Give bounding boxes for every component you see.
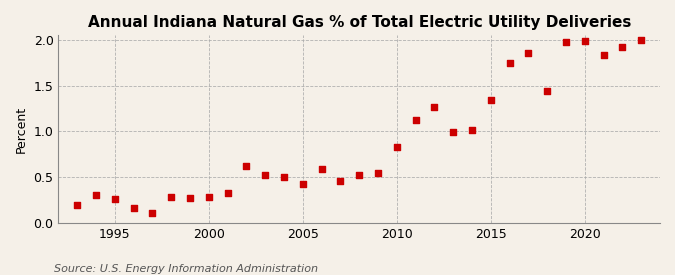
Point <box>147 211 158 215</box>
Point <box>298 181 308 186</box>
Point <box>636 38 647 42</box>
Point <box>316 167 327 171</box>
Point <box>561 40 572 44</box>
Point <box>90 193 101 198</box>
Point <box>72 202 82 207</box>
Point <box>373 171 383 176</box>
Point <box>617 45 628 50</box>
Point <box>109 197 120 201</box>
Point <box>579 39 590 43</box>
Title: Annual Indiana Natural Gas % of Total Electric Utility Deliveries: Annual Indiana Natural Gas % of Total El… <box>88 15 631 30</box>
Point <box>241 164 252 168</box>
Point <box>598 53 609 58</box>
Point <box>410 117 421 122</box>
Point <box>466 128 477 133</box>
Point <box>335 178 346 183</box>
Point <box>504 60 515 65</box>
Point <box>429 104 440 109</box>
Point <box>279 175 290 179</box>
Point <box>185 196 196 200</box>
Point <box>448 130 458 134</box>
Point <box>485 98 496 103</box>
Point <box>392 145 402 149</box>
Point <box>260 173 271 178</box>
Point <box>203 195 214 199</box>
Point <box>523 51 534 55</box>
Point <box>222 191 233 195</box>
Point <box>166 195 177 199</box>
Point <box>354 173 364 178</box>
Point <box>128 206 139 210</box>
Text: Source: U.S. Energy Information Administration: Source: U.S. Energy Information Administ… <box>54 264 318 274</box>
Y-axis label: Percent: Percent <box>15 106 28 153</box>
Point <box>542 89 553 93</box>
